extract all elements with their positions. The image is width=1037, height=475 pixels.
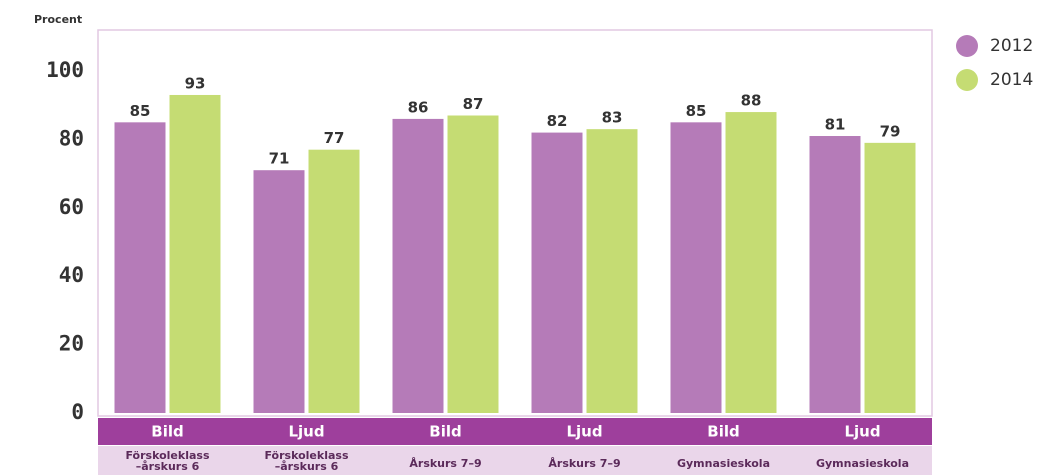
y-tick-label: 40	[59, 263, 84, 287]
x-sublabel-line: Gymnasieskola	[816, 457, 909, 470]
y-tick-label: 20	[59, 332, 84, 356]
plot-frame	[97, 29, 933, 417]
x-sublabel-line: Gymnasieskola	[677, 457, 770, 470]
x-sublabel: Årskurs 7–9	[409, 457, 481, 470]
value-label: 71	[269, 150, 290, 168]
value-label: 93	[185, 74, 206, 92]
x-tick-label: Ljud	[844, 423, 880, 441]
value-label: 79	[880, 122, 901, 140]
value-label: 88	[741, 92, 762, 110]
subcategory-band	[98, 446, 932, 475]
x-tick-label: Ljud	[288, 423, 324, 441]
value-label: 86	[408, 98, 429, 116]
x-sublabel-line: Förskoleklass	[264, 449, 348, 462]
bar	[809, 136, 861, 414]
bar	[670, 122, 722, 414]
value-label: 83	[602, 109, 623, 127]
bar	[864, 142, 916, 414]
x-tick-label: Bild	[707, 423, 739, 441]
x-sublabel: Förskoleklass –årskurs 6	[125, 449, 209, 473]
x-sublabel-line: –årskurs 6	[275, 460, 339, 473]
value-label: 85	[130, 102, 151, 120]
legend-swatch	[956, 35, 978, 57]
x-sublabel-line: Årskurs 7–9	[409, 457, 481, 470]
value-label: 77	[324, 129, 345, 147]
x-tick-label: Bild	[151, 423, 183, 441]
legend-swatch	[956, 69, 978, 91]
value-label: 85	[686, 102, 707, 120]
bar	[308, 149, 360, 413]
bar	[114, 122, 166, 414]
bar	[447, 115, 499, 413]
y-tick-label: 60	[59, 195, 84, 219]
y-tick-label: 0	[71, 400, 84, 424]
value-label: 82	[547, 112, 568, 130]
x-sublabel: Gymnasieskola	[816, 457, 909, 470]
value-label: 81	[825, 116, 846, 134]
x-sublabel: Årskurs 7–9	[548, 457, 620, 470]
x-sublabel: Förskoleklass –årskurs 6	[264, 449, 348, 473]
bar	[392, 118, 444, 414]
bar	[169, 94, 221, 414]
x-sublabel-line: Förskoleklass	[125, 449, 209, 462]
bar	[586, 129, 638, 413]
x-tick-label: Ljud	[566, 423, 602, 441]
legend-label: 2014	[990, 70, 1033, 90]
x-sublabel: Gymnasieskola	[677, 457, 770, 470]
bar	[725, 112, 777, 414]
bar	[253, 170, 305, 413]
bar	[531, 132, 583, 413]
value-label: 87	[463, 95, 484, 113]
x-sublabel-line: –årskurs 6	[136, 460, 200, 473]
x-tick-label: Bild	[429, 423, 461, 441]
x-sublabel-line: Årskurs 7–9	[548, 457, 620, 470]
legend-label: 2012	[990, 36, 1033, 56]
y-tick-label: 80	[59, 126, 84, 150]
category-band	[98, 418, 932, 445]
y-tick-label: 100	[46, 58, 84, 82]
y-axis-label: Procent	[34, 13, 82, 26]
